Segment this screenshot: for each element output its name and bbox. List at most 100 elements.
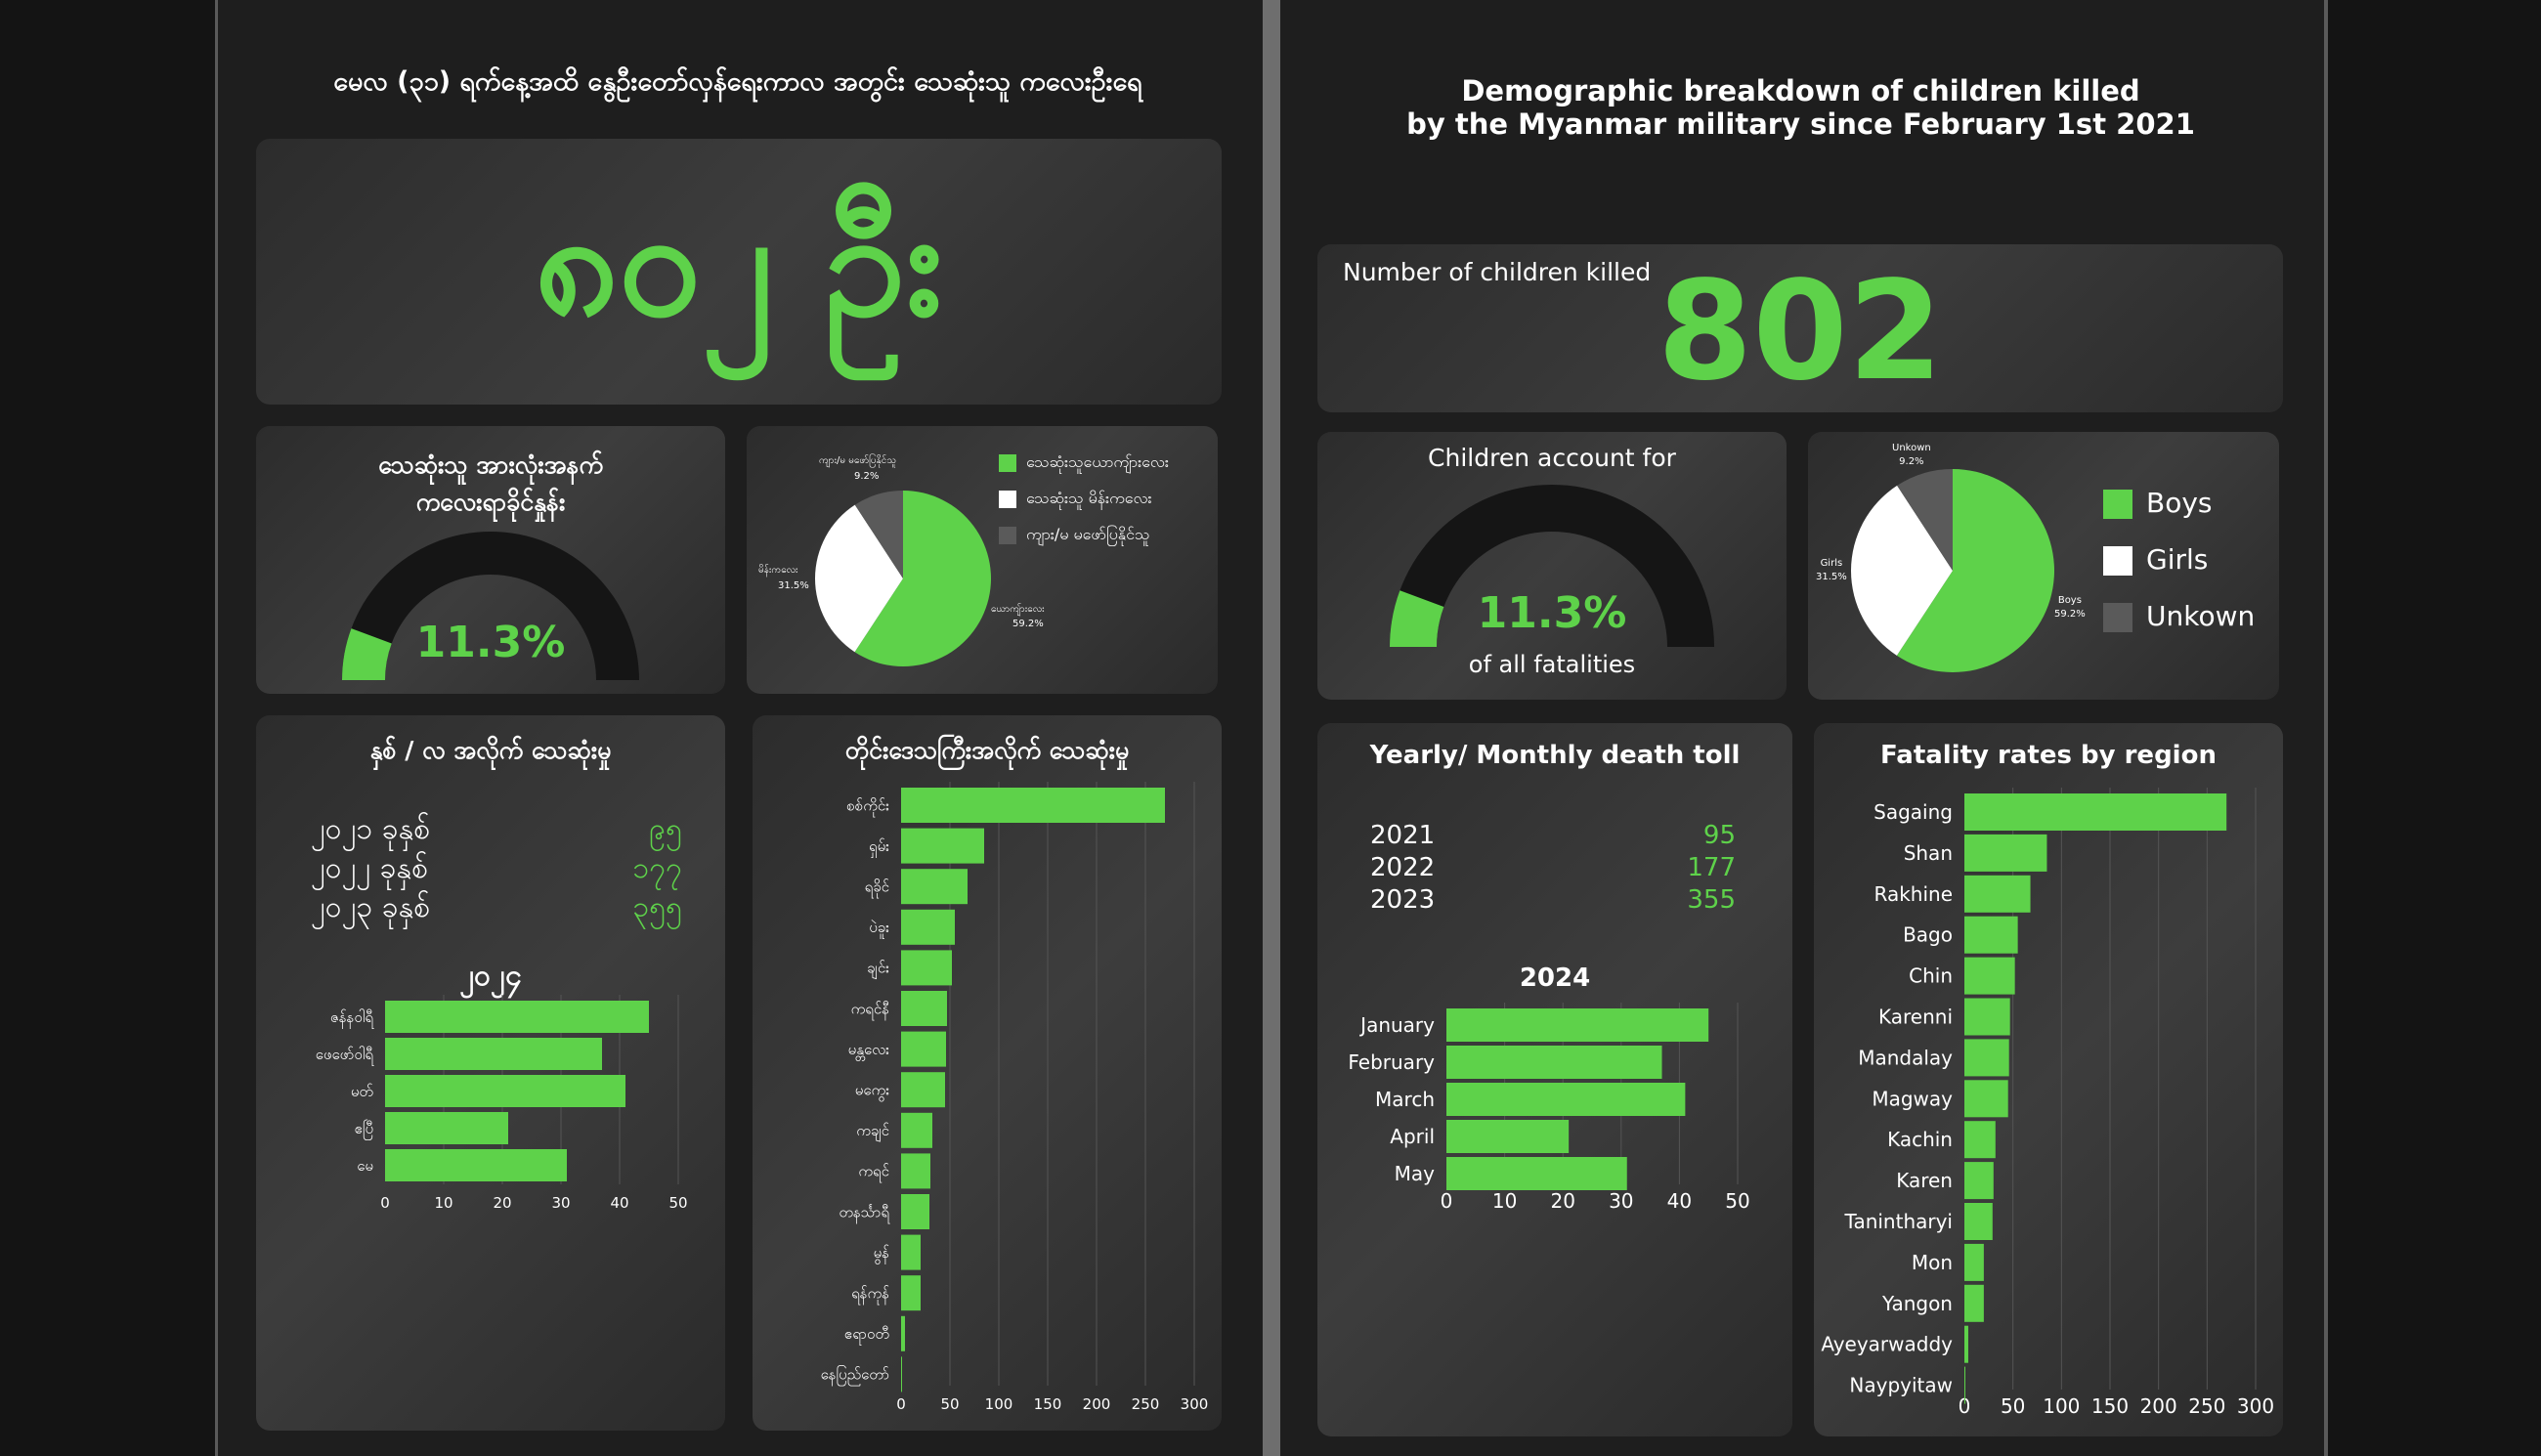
category-label: April	[1390, 1125, 1435, 1148]
right-legend-girls-label: Girls	[2146, 543, 2209, 576]
left-gauge-value: 11.3%	[415, 618, 566, 667]
right-total-card: Number of children killed 802	[1317, 244, 2283, 412]
left-year-row-3: ၂၀၂၃ ခုနှစ် ၃၅၅	[311, 887, 682, 931]
right-year-label-1: 2021	[1370, 821, 1436, 850]
right-killed-value: 802	[1657, 252, 1944, 411]
right-pie-unknown-name: Unkown	[1892, 443, 1931, 453]
category-label: တနင်္သာရီ	[839, 1203, 890, 1223]
left-edge-line	[215, 0, 218, 1456]
left-yearly-card: နှစ် / လ အလိုက် သေဆုံးမှု ၂၀၂၁ ခုနှစ် ၉၅…	[256, 715, 725, 1431]
category-label: ချင်း	[867, 960, 889, 980]
right-gauge-title: Children account for	[1428, 444, 1676, 472]
bar-january	[1446, 1008, 1709, 1042]
left-year-label-3: ၂၀၂၃ ခုနှစ်	[311, 890, 431, 924]
bar-tanintharyi	[1964, 1203, 1993, 1240]
right-pie-boys-pct: 59.2%	[2054, 609, 2086, 620]
category-label: ဧရာဝတီ	[844, 1325, 889, 1346]
right-legend-boys-label: Boys	[2146, 487, 2213, 519]
category-label: Karen	[1896, 1169, 1953, 1192]
category-label: Yangon	[1881, 1292, 1953, 1315]
category-label: ဇန်နဝါရီ	[330, 1008, 374, 1029]
category-label: Naypyitaw	[1849, 1374, 1953, 1397]
x-tick-label: 150	[1034, 1395, 1062, 1413]
left-total-card: ၈၀၂ ဦး	[256, 139, 1222, 405]
x-tick-label: 200	[2140, 1394, 2177, 1418]
pie-slice-unkown	[1897, 469, 1953, 571]
right-gauge-value: 11.3%	[1477, 588, 1627, 638]
right-edge-line	[2324, 0, 2328, 1456]
pie-slice-girls	[815, 504, 903, 653]
right-year-row-3: 2023 355	[1370, 885, 1736, 915]
left-gauge-title-2: ကလေးရာခိုင်နှုန်း	[415, 488, 566, 516]
bar-ayeyarwaddy	[1964, 1325, 1968, 1363]
right-killed-label: Number of children killed	[1343, 258, 1652, 286]
right-pie-boys-name: Boys	[2057, 595, 2082, 606]
bar-sagaing	[1964, 793, 2227, 831]
left-pie-label-unknown: ကျား/မ မဖော်ပြနိုင်သူ 9.2%	[819, 453, 896, 485]
right-year-value-3: 355	[1687, 885, 1736, 915]
bar-may	[1446, 1157, 1627, 1190]
left-legend-unknown-label: ကျား/မ မဖော်ပြနိုင်သူ	[1026, 525, 1150, 543]
category-label: မတ်	[351, 1083, 373, 1100]
left-pie-girls-name: မိန်းကလေး	[758, 565, 798, 576]
x-tick-label: 0	[896, 1395, 906, 1413]
right-yearly-card: Yearly/ Monthly death toll 2021 95 2022 …	[1317, 723, 1792, 1436]
bar-rakhine	[1964, 875, 2031, 913]
left-year-label-1: ၂၀၂၁ ခုနှစ်	[311, 812, 431, 846]
right-gauge-card: Children account for 11.3% of all fatali…	[1317, 432, 1787, 700]
category-label: ရှမ်း	[869, 837, 889, 858]
gauge-fill	[1390, 590, 1444, 647]
category-label: Tanintharyi	[1844, 1210, 1953, 1233]
right-pie-girls-pct: 31.5%	[1816, 572, 1847, 582]
bar-may	[385, 1149, 567, 1181]
category-label: Magway	[1872, 1087, 1953, 1110]
category-label: စစ်ကိုင်း	[846, 796, 889, 817]
right-year-row-2: 2022 177	[1370, 853, 1736, 882]
bar-karenni	[901, 991, 947, 1026]
right-year-value-2: 177	[1687, 853, 1736, 882]
bar-kachin	[1964, 1121, 1996, 1159]
right-pie-label-girls: Girls 31.5%	[1816, 557, 1847, 584]
bar-shan	[901, 828, 984, 864]
left-pie-chart	[815, 491, 991, 666]
category-label: Sagaing	[1873, 800, 1953, 824]
bar-magway	[1964, 1080, 2008, 1118]
bar-mandalay	[1964, 1039, 2009, 1077]
right-pie-card: Boys 59.2% Girls 31.5% Unkown 9.2% Boys …	[1808, 432, 2279, 700]
right-regional-title: Fatality rates by region	[1880, 741, 2217, 770]
left-legend-boys-label: သေဆုံးသူယောကျ်ားလေး	[1026, 452, 1169, 471]
left-pie-label-boys: ယောကျ်ားလေး 59.2%	[991, 602, 1045, 631]
category-label: Bago	[1903, 923, 1953, 947]
pie-slice-girls	[1851, 485, 1953, 656]
bar-karenni	[1964, 998, 2010, 1036]
bar-mon	[1964, 1243, 1984, 1281]
category-label: February	[1348, 1050, 1435, 1074]
left-legend-girls-label: သေဆုံးသူ မိန်းကလေး	[1026, 489, 1152, 507]
category-label: မန္တလေး	[848, 1041, 890, 1061]
left-year-row-2: ၂၀၂၂ ခုနှစ် ၁၇၇	[311, 848, 682, 892]
left-pie-label-girls: မိန်းကလေး 31.5%	[758, 563, 809, 594]
x-tick-label: 0	[1959, 1394, 1971, 1418]
bar-shan	[1964, 834, 2047, 872]
right-header-2: by the Myanmar military since February 1…	[1406, 107, 2195, 141]
x-tick-label: 250	[1132, 1395, 1160, 1413]
category-label: ပဲခူး	[869, 919, 889, 939]
bar-march	[385, 1075, 625, 1107]
left-year-value-3: ၃၅၅	[632, 890, 682, 924]
left-gauge-title-1: သေဆုံးသူ အားလုံးအနက်	[378, 450, 603, 479]
category-label: Ayeyarwaddy	[1821, 1333, 1953, 1356]
category-label: Mandalay	[1858, 1046, 1953, 1069]
x-tick-label: 10	[434, 1194, 452, 1212]
panel-divider	[1263, 0, 1280, 1456]
bar-magway	[901, 1072, 945, 1108]
bar-chin	[1964, 957, 2015, 995]
bar-ayeyarwaddy	[901, 1315, 905, 1351]
right-gauge-sub: of all fatalities	[1468, 651, 1636, 678]
right-pie-label-unknown: Unkown 9.2%	[1892, 442, 1931, 469]
bar-april	[1446, 1120, 1570, 1153]
left-legend-unknown: ကျား/မ မဖော်ပြနိုင်သူ	[999, 516, 1169, 552]
left-year-value-1: ၉၅	[649, 812, 682, 846]
x-tick-label: 10	[1492, 1189, 1517, 1213]
bar-yangon	[1964, 1284, 1984, 1322]
left-pie-legend: သေဆုံးသူယောကျ်ားလေး သေဆုံးသူ မိန်းကလေး က…	[999, 444, 1169, 552]
